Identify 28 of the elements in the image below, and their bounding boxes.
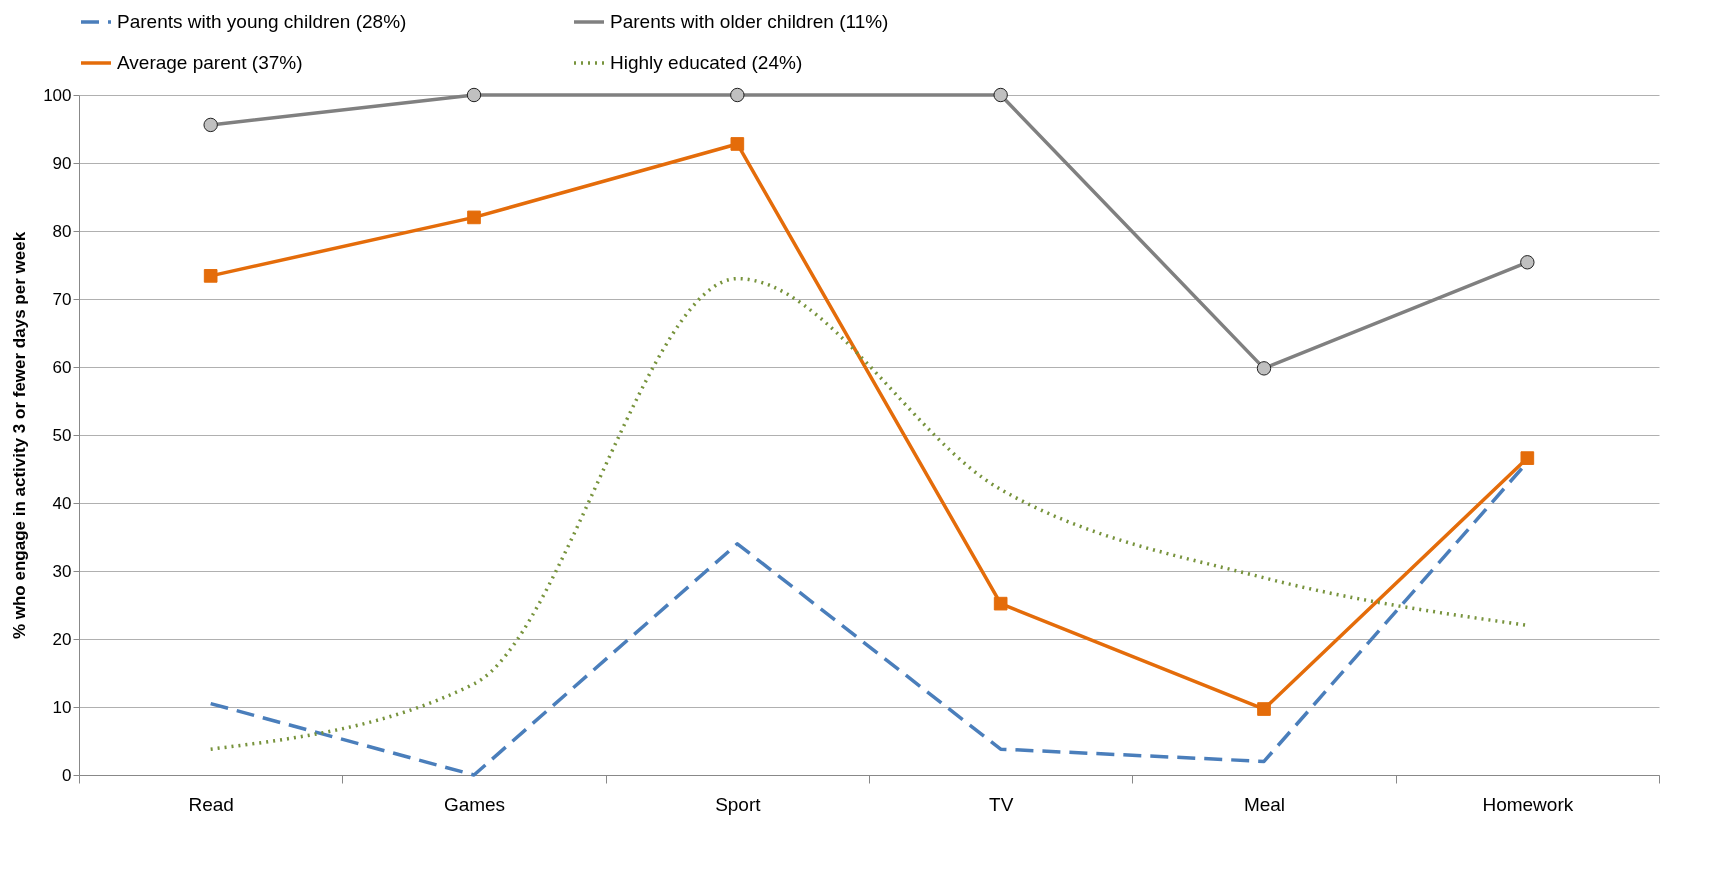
- x-tick-label: TV: [989, 793, 1014, 815]
- y-tick-label: 40: [52, 493, 72, 513]
- y-tick-label: 80: [52, 221, 72, 241]
- legend-label: Average parent (37%): [117, 52, 303, 73]
- legend-label: Parents with young children (28%): [117, 11, 407, 32]
- point: [730, 137, 745, 151]
- y-tick-label: 90: [52, 153, 72, 173]
- y-tick-label: 30: [52, 561, 72, 581]
- y-tick-label: 70: [52, 289, 72, 309]
- x-tick-label: Homework: [1482, 793, 1574, 815]
- y-tick-label: 50: [52, 425, 72, 445]
- x-tick-label: Sport: [715, 793, 762, 815]
- point: [1257, 702, 1271, 716]
- y-axis-title: % who engage in activity 3 or fewer days per week: [10, 231, 30, 640]
- x-tick-label: Meal: [1243, 793, 1286, 815]
- y-tick-label: 0: [62, 765, 72, 785]
- y-tick-label: 60: [52, 357, 72, 377]
- point: [1520, 451, 1535, 465]
- y-tick-label: 100: [43, 85, 72, 105]
- legend-label: Parents with older children (11%): [610, 11, 889, 32]
- legend-label: Highly educated (24%): [610, 52, 803, 73]
- y-tick-label: 10: [52, 697, 72, 717]
- point: [467, 210, 481, 225]
- x-tick-label: Games: [443, 793, 506, 815]
- point: [993, 596, 1008, 611]
- point: [203, 269, 218, 283]
- x-tick-label: Read: [188, 793, 234, 815]
- y-tick-label: 20: [52, 629, 72, 649]
